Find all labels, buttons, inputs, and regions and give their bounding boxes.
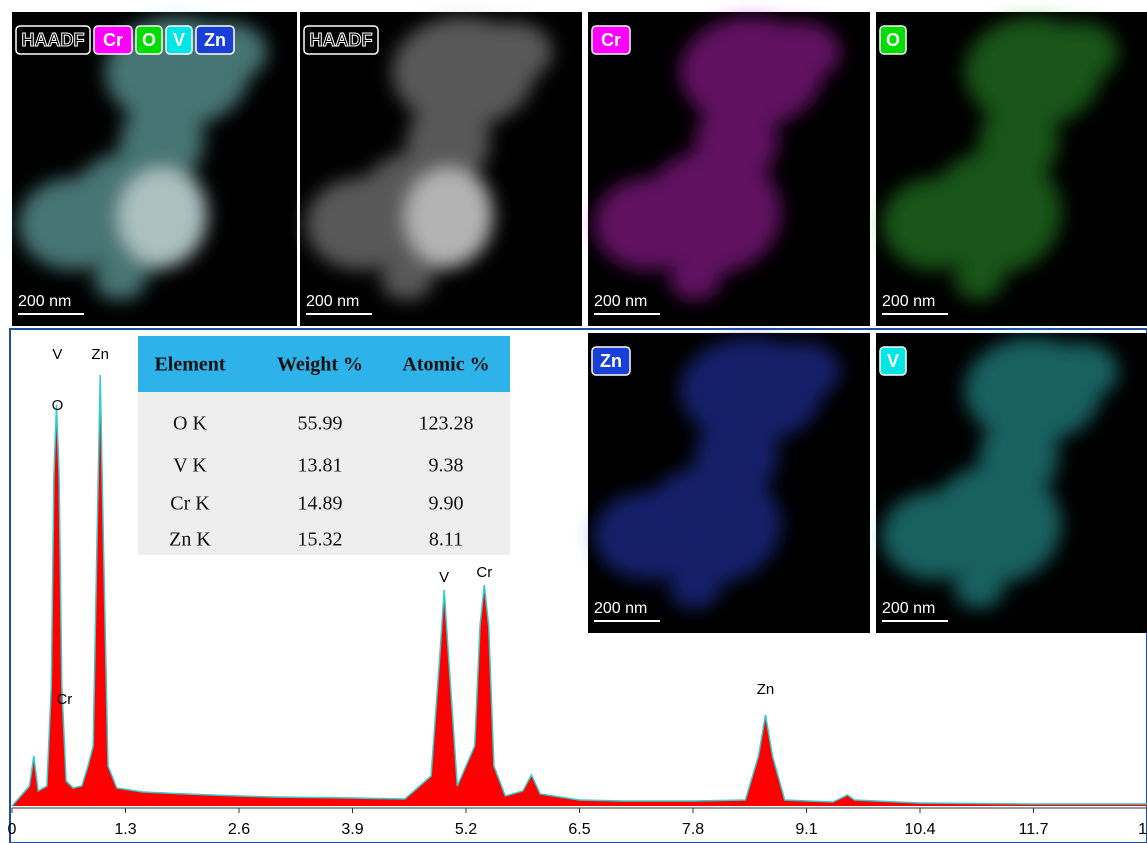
map-panel: Zn 200 nm [588,333,870,633]
table-header: Element [154,354,225,376]
label-text: O [142,30,156,50]
label-text: Cr [601,30,621,50]
peak-label: Cr [476,564,492,581]
x-tick-label: 13 [1138,821,1147,838]
particle [473,22,552,82]
particle [18,178,130,270]
particle [1042,22,1118,82]
table-header: Atomic % [402,354,489,376]
table-cell: Zn K [169,529,211,551]
particle [1042,343,1118,400]
scale-bar-label: 200 nm [882,293,935,310]
map-panel: V 200 nm [876,333,1147,633]
table-cell: 123.28 [419,413,474,435]
particle-core [404,167,493,267]
page: HAADFCrOVZn200 nmHAADF200 nmCr200 nmO200… [0,0,1147,843]
particle [882,492,988,580]
table-cell: 55.99 [298,413,343,435]
peak-label: V [439,569,449,586]
x-tick-label: 0 [8,821,17,838]
x-tick-label: 7.8 [682,821,704,838]
particle [761,22,840,82]
peak-label: Zn [91,346,109,363]
particle [306,178,417,270]
x-tick-label: 2.6 [228,821,250,838]
table-cell: 14.89 [298,493,343,515]
particle [669,570,720,608]
composition-table: Element Weight % Atomic % O K 55.99 123.28 V K… [138,336,510,555]
map-panel: Cr 200 nm [588,12,870,326]
scale-bar-label: 200 nm [18,293,71,310]
particle [669,260,720,300]
table-cell: V K [173,455,207,477]
peak-label: Zn [757,681,775,698]
peak-label: Cr [56,691,72,708]
scale-bar-label: 200 nm [594,293,647,310]
map-panel: HAADF 200 nm [300,12,582,326]
table-cell: Cr K [170,493,210,515]
particle [594,492,705,580]
x-tick-label: 1.3 [114,821,136,838]
particle [381,260,432,300]
particle [594,178,705,270]
figure: HAADFCrOVZn200 nmHAADF200 nmCr200 nmO200… [0,0,1147,843]
x-tick-label: 5.2 [455,821,477,838]
table-cell: 9.90 [429,493,464,515]
map-panel: O 200 nm [876,12,1147,326]
particle [954,260,1003,300]
table-cell: 13.81 [298,455,343,477]
x-tick-label: 10.4 [904,821,935,838]
label-text: Zn [204,30,226,50]
x-tick-label: 3.9 [341,821,363,838]
particle [94,260,146,300]
label-text: Zn [600,351,622,371]
table-cell: 9.38 [429,455,464,477]
label-text: O [886,30,900,50]
label-text: V [173,30,185,50]
particle [761,343,840,400]
scale-bar-label: 200 nm [594,600,647,617]
scale-bar-label: 200 nm [882,600,935,617]
x-tick-label: 9.1 [795,821,817,838]
x-tick-label: 6.5 [568,821,590,838]
particle [954,570,1003,608]
label-text: Cr [103,30,123,50]
scale-bar-label: 200 nm [306,293,359,310]
table-cell: 8.11 [429,529,463,551]
peak-label: V [52,346,62,363]
particle-core [117,167,207,267]
x-tick-label: 11.7 [1019,821,1049,838]
label-text: V [887,351,899,371]
table-header: Weight % [277,354,363,376]
table-cell: 15.32 [298,529,343,551]
particle [882,178,988,270]
label-text: HAADF [22,30,85,50]
table-cell: O K [173,413,207,435]
label-text: HAADF [310,30,373,50]
peak-label: O [52,397,64,414]
